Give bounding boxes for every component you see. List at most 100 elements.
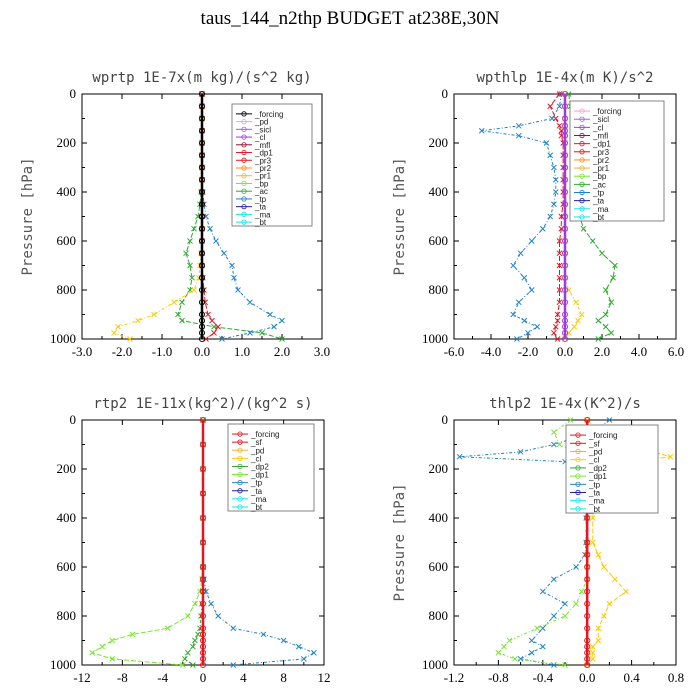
legend-entry: _ma <box>250 495 267 504</box>
data-point <box>606 600 613 607</box>
legend-entry: _dp1 <box>250 471 269 480</box>
chart-panel-1: wprtp 1E-7x(m kg)/(s^2 kg) Pressure [hPa]… <box>20 70 330 359</box>
legend-entry: _forcing <box>254 110 283 119</box>
y-tick-label: 200 <box>57 461 77 476</box>
data-point <box>198 335 206 343</box>
data-point <box>198 299 206 306</box>
series-line-blue <box>201 94 283 340</box>
legend-entry: _ac <box>254 187 268 196</box>
x-tick-label: -8 <box>117 670 128 685</box>
data-point <box>198 115 206 122</box>
data-point <box>551 429 557 436</box>
legend-entry: _ma <box>592 205 609 214</box>
data-point <box>602 311 609 318</box>
panel-title: rtp2 1E-11x(kg^2)/(kg^2 s) <box>93 396 312 412</box>
data-point <box>556 91 563 97</box>
data-point <box>198 274 206 281</box>
legend-entry: _pd <box>588 448 602 457</box>
data-point <box>556 250 563 257</box>
legend-marker <box>237 439 243 445</box>
data-point <box>584 563 591 571</box>
data-point <box>567 417 574 423</box>
data-point <box>89 649 95 656</box>
data-point <box>584 416 591 424</box>
legend-entry: _bt <box>592 213 605 222</box>
data-point <box>573 299 579 306</box>
legend-entry: _bp <box>592 172 607 181</box>
legend-entry: _tp <box>592 189 605 198</box>
data-point <box>198 201 206 208</box>
data-point <box>528 637 535 644</box>
data-point <box>185 613 191 619</box>
data-point <box>554 317 561 324</box>
legend-entry: _dp2 <box>588 464 607 473</box>
data-point <box>552 323 559 330</box>
y-tick-label: 600 <box>429 559 449 574</box>
data-point <box>547 213 554 220</box>
data-point <box>501 643 507 650</box>
data-point <box>99 643 105 650</box>
data-point <box>211 330 217 336</box>
data-point <box>109 656 116 662</box>
legend: _forcing_pd_sicl_cl_mfl_dp1_pr3_pr2_pr1_… <box>231 103 313 227</box>
legend-entry: _pr3 <box>592 148 610 157</box>
legend-marker <box>241 180 247 187</box>
data-point <box>198 225 206 232</box>
legend: _forcing_sicl_cl_mfl_dp1_pr3_pr2_pr1_bp_… <box>569 100 665 222</box>
legend-entry: _mfl <box>254 141 270 150</box>
data-point <box>207 225 213 232</box>
data-point <box>247 299 253 306</box>
legend-marker <box>237 488 243 494</box>
legend-marker <box>575 498 581 504</box>
data-point <box>199 661 207 669</box>
data-point <box>612 576 618 583</box>
data-point <box>495 649 502 656</box>
data-point <box>584 643 591 650</box>
data-point <box>584 551 591 558</box>
y-tick-label: 200 <box>429 461 449 476</box>
y-tick-label: 600 <box>57 559 77 574</box>
data-point <box>556 262 563 269</box>
x-tick-label: 12 <box>318 670 331 685</box>
legend-marker <box>579 108 585 114</box>
chart-panel-4: thlp2 1E-4x(K^2)/s Pressure [hPa] -1.2 -0.8… <box>392 396 684 685</box>
data-point <box>561 139 569 147</box>
legend-entry: _bt <box>250 503 263 512</box>
data-point <box>199 631 207 638</box>
data-point <box>235 287 241 293</box>
data-point <box>573 564 579 570</box>
data-point <box>198 176 206 183</box>
x-tick-label: 0 <box>200 670 207 685</box>
data-point <box>179 317 185 324</box>
data-point <box>192 600 198 607</box>
data-point <box>561 237 569 245</box>
data-point <box>199 490 207 497</box>
legend-marker <box>241 157 247 163</box>
y-axis-label: Pressure [hPa] <box>20 157 36 275</box>
data-point <box>562 662 568 668</box>
data-point <box>556 441 563 448</box>
data-point <box>517 449 524 455</box>
y-tick-label: 1000 <box>422 657 448 672</box>
data-point <box>578 311 585 318</box>
legend-entry: _tp <box>254 195 267 204</box>
legend-marker <box>579 157 585 163</box>
legend-marker <box>241 204 247 210</box>
legend-entry: _cl <box>588 456 599 465</box>
legend-marker <box>579 206 585 212</box>
data-point <box>215 613 221 619</box>
data-point <box>199 539 207 546</box>
x-tick-label: -3.0 <box>72 344 93 359</box>
legend-entry: _sicl <box>592 115 609 124</box>
legend-entry: _pd <box>250 446 264 455</box>
data-point <box>187 262 193 269</box>
data-point <box>562 600 568 607</box>
data-point <box>547 103 554 110</box>
legend-entry: _ta <box>250 487 263 496</box>
data-point <box>175 311 181 318</box>
data-point <box>551 164 557 171</box>
legend-marker <box>575 432 581 438</box>
data-point <box>187 238 193 244</box>
x-tick-label: -0.4 <box>533 670 554 685</box>
data-point <box>556 123 563 129</box>
